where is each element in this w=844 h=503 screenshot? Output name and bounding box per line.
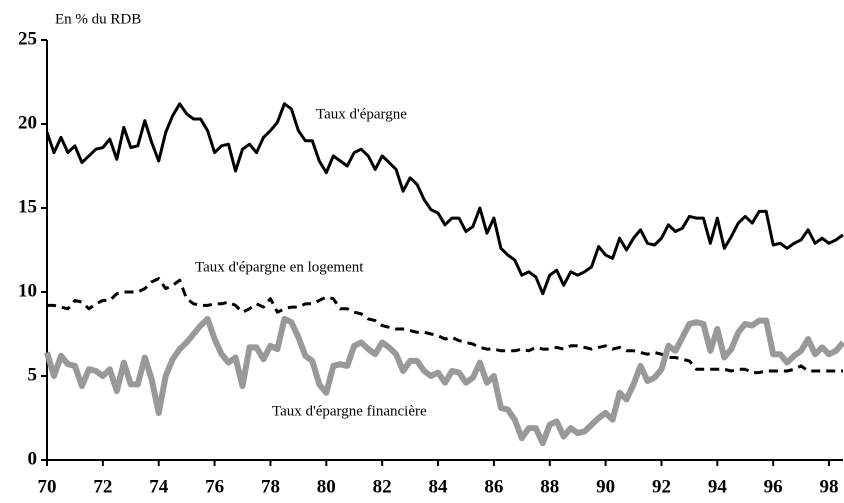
x-tick-label: 90 bbox=[596, 476, 615, 497]
x-tick-label: 88 bbox=[540, 476, 559, 497]
series-label: Taux d'épargne bbox=[316, 106, 407, 122]
y-tick-label: 25 bbox=[18, 28, 37, 49]
y-axis-label: En % du RDB bbox=[55, 11, 141, 27]
x-tick-label: 96 bbox=[764, 476, 783, 497]
series-label: Taux d'épargne en logement bbox=[195, 259, 364, 275]
series-line bbox=[45, 102, 844, 296]
y-tick-label: 15 bbox=[18, 196, 37, 217]
x-tick-label: 94 bbox=[708, 476, 728, 497]
y-tick-label: 5 bbox=[28, 364, 38, 385]
x-tick-label: 92 bbox=[652, 476, 671, 497]
x-tick-label: 70 bbox=[38, 476, 57, 497]
y-tick-label: 0 bbox=[28, 448, 38, 469]
x-tick-label: 74 bbox=[149, 476, 169, 497]
x-tick-label: 82 bbox=[373, 476, 392, 497]
x-tick-label: 98 bbox=[820, 476, 839, 497]
x-tick-label: 76 bbox=[205, 476, 224, 497]
x-tick-label: 72 bbox=[93, 476, 112, 497]
y-tick-label: 20 bbox=[18, 112, 37, 133]
x-tick-label: 80 bbox=[317, 476, 336, 497]
x-tick-label: 84 bbox=[429, 476, 449, 497]
series-line bbox=[44, 315, 844, 447]
series-line bbox=[47, 277, 843, 375]
y-tick-label: 10 bbox=[18, 280, 37, 301]
x-tick-label: 86 bbox=[484, 476, 503, 497]
x-tick-label: 78 bbox=[261, 476, 280, 497]
series-label: Taux d'épargne financière bbox=[272, 403, 427, 419]
